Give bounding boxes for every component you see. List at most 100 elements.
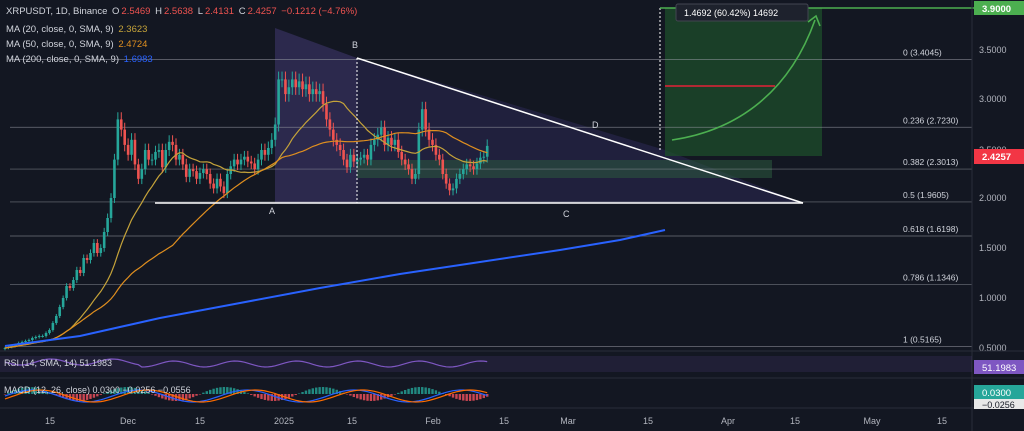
candle-body (379, 127, 383, 135)
macd-bar (3, 394, 7, 395)
macd-bar (181, 394, 185, 401)
macd-bar (479, 394, 482, 400)
macd-bar (253, 394, 256, 397)
candle-body (314, 89, 318, 95)
macd-bar (448, 394, 451, 397)
ma20-legend[interactable]: MA (20, close, 0, SMA, 9) 2.3623 (6, 24, 149, 36)
macd-bar (475, 394, 479, 401)
candle-body (349, 154, 352, 168)
candle-body (352, 154, 356, 162)
macd-bar (304, 390, 308, 394)
macd-bar (318, 387, 321, 394)
ma20-line (4, 100, 488, 349)
macd-bar (75, 394, 79, 401)
candle-body (205, 169, 209, 174)
candle-body (284, 79, 287, 95)
macd-bar (297, 393, 301, 395)
macd-bar (157, 394, 161, 398)
price-tick-7: 0.5000 (979, 343, 1007, 353)
candle-body (304, 84, 308, 90)
symbol-name[interactable]: XRPUSDT, 1D, Binance (6, 6, 108, 17)
macd-bar (376, 394, 379, 401)
candle-body (41, 336, 44, 337)
candle-body (277, 79, 280, 125)
candle-body (226, 174, 229, 194)
macd-bar (393, 394, 397, 395)
macd-bar (133, 387, 137, 394)
candle-body (58, 307, 62, 316)
fib-label-2: 0.382 (2.3013) (903, 157, 958, 167)
ma50-legend[interactable]: MA (50, close, 0, SMA, 9) 2.4724 (6, 39, 149, 51)
price-tick-5: 1.5000 (979, 243, 1007, 253)
fib-label-0: 0 (3.4045) (903, 47, 942, 57)
fib-label-5: 0.786 (1.1346) (903, 273, 958, 283)
macd-bar (102, 393, 106, 394)
macd-bar (427, 388, 431, 394)
macd-bar (202, 392, 205, 394)
candle-body (246, 156, 250, 162)
macd-legend: MACD (12, 26, close) 0.0300 −0.0256 −0.0… (4, 385, 191, 395)
macd-bar (209, 389, 212, 394)
candle-body (65, 286, 68, 298)
macd-bar (96, 394, 99, 397)
candle-body (318, 91, 321, 95)
candle-body (140, 169, 144, 179)
candle-body (184, 164, 188, 177)
candle-body (438, 154, 441, 160)
macd-bar (191, 394, 195, 398)
candle-body (99, 248, 103, 253)
time-tick-0: 15 (45, 416, 55, 426)
macd-bar (424, 387, 427, 394)
ma50-line (4, 130, 488, 349)
price-tick-2: 3.0000 (979, 94, 1007, 104)
candle-body (414, 174, 417, 179)
candle-body (448, 183, 451, 191)
candle-body (195, 171, 198, 179)
open-value: 2.5469 (121, 6, 151, 17)
ma200-legend[interactable]: MA (200, close, 0, SMA, 9) 1.6983 (6, 54, 155, 66)
candle-body (328, 119, 332, 130)
candle-body (308, 84, 311, 95)
macd-bar (362, 394, 366, 401)
candle-body (311, 89, 315, 95)
macd-bar (267, 394, 270, 401)
current-price-text: 2.4257 (982, 152, 1011, 163)
candle-body (465, 164, 468, 170)
candle-body (109, 198, 113, 218)
macd-bar (198, 394, 202, 395)
candle-body (342, 150, 345, 160)
candle-body (219, 178, 222, 187)
macd-bar (345, 394, 349, 395)
candle-body (403, 159, 407, 165)
pattern-point-d: D (592, 120, 599, 130)
macd-value-text-2: −0.0256 (982, 400, 1015, 410)
fib-label-4: 0.618 (1.6198) (903, 224, 958, 234)
candle-body (198, 173, 202, 179)
candle-body (376, 134, 380, 140)
ma20-value: 2.3623 (118, 24, 148, 35)
macd-bar (315, 387, 318, 394)
macd-bar (359, 394, 362, 400)
macd-bar (229, 387, 232, 394)
candle-body (215, 178, 219, 189)
rsi-line (4, 358, 488, 368)
macd-bar (14, 389, 17, 394)
candle-body (485, 145, 489, 157)
time-tick-7: Mar (560, 416, 576, 426)
macd-bar (106, 391, 109, 394)
candle-body (325, 104, 328, 120)
macd-bar (226, 387, 229, 394)
candle-body (123, 129, 126, 145)
candle-body (332, 129, 335, 140)
measure-label-text: 1.4692 (60.42%) 14692 (684, 8, 778, 18)
candle-body (420, 109, 424, 130)
time-tick-1: Dec (120, 416, 137, 426)
time-tick-2: 15 (195, 416, 205, 426)
candle-body (260, 150, 263, 160)
ma50-value: 2.4724 (118, 39, 148, 50)
macd-bar (434, 390, 438, 394)
macd-bar (215, 387, 219, 394)
time-tick-10: 15 (790, 416, 800, 426)
candle-body (294, 79, 297, 88)
